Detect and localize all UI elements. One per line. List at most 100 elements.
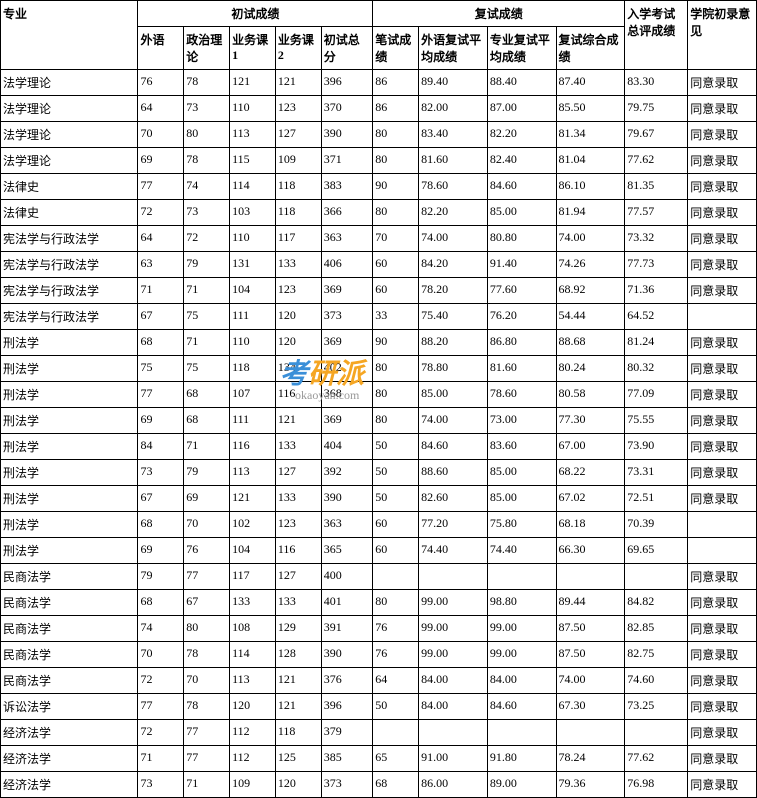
cell-written: 86 bbox=[373, 70, 419, 96]
cell-ptotal: 390 bbox=[321, 122, 373, 148]
table-row: 宪法学与行政法学64721101173637074.0080.8074.0073… bbox=[1, 226, 757, 252]
cell-rm: 84.60 bbox=[487, 174, 556, 200]
cell-politics: 77 bbox=[184, 564, 230, 590]
cell-ptotal: 385 bbox=[321, 746, 373, 772]
cell-op bbox=[688, 304, 757, 330]
cell-c2: 117 bbox=[275, 226, 321, 252]
header-prelim-total: 初试总分 bbox=[321, 27, 373, 70]
cell-written: 60 bbox=[373, 538, 419, 564]
cell-rf: 84.00 bbox=[419, 694, 488, 720]
cell-foreign: 77 bbox=[138, 382, 184, 408]
cell-major: 刑法学 bbox=[1, 512, 138, 538]
cell-c2: 121 bbox=[275, 408, 321, 434]
cell-rc: 77.30 bbox=[556, 408, 625, 434]
cell-c1: 113 bbox=[230, 668, 276, 694]
cell-politics: 69 bbox=[184, 486, 230, 512]
cell-foreign: 73 bbox=[138, 772, 184, 798]
cell-politics: 80 bbox=[184, 616, 230, 642]
cell-op: 同意录取 bbox=[688, 122, 757, 148]
cell-c2: 121 bbox=[275, 694, 321, 720]
cell-op: 同意录取 bbox=[688, 200, 757, 226]
cell-foreign: 76 bbox=[138, 70, 184, 96]
table-row: 刑法学68711101203699088.2086.8088.6881.24同意… bbox=[1, 330, 757, 356]
table-row: 经济法学71771121253856591.0091.8078.2477.62同… bbox=[1, 746, 757, 772]
cell-rm: 75.80 bbox=[487, 512, 556, 538]
cell-ptotal: 402 bbox=[321, 356, 373, 382]
cell-ptotal: 406 bbox=[321, 252, 373, 278]
cell-rf: 83.40 bbox=[419, 122, 488, 148]
cell-foreign: 77 bbox=[138, 694, 184, 720]
header-politics: 政治理论 bbox=[184, 27, 230, 70]
cell-rf: 78.80 bbox=[419, 356, 488, 382]
cell-politics: 77 bbox=[184, 720, 230, 746]
cell-rc: 74.26 bbox=[556, 252, 625, 278]
cell-final: 77.57 bbox=[625, 200, 688, 226]
cell-final: 84.82 bbox=[625, 590, 688, 616]
cell-major: 刑法学 bbox=[1, 408, 138, 434]
cell-c2: 118 bbox=[275, 200, 321, 226]
cell-c1: 121 bbox=[230, 70, 276, 96]
cell-ptotal: 365 bbox=[321, 538, 373, 564]
header-written: 笔试成绩 bbox=[373, 27, 419, 70]
cell-rm: 91.40 bbox=[487, 252, 556, 278]
cell-foreign: 72 bbox=[138, 720, 184, 746]
cell-final: 76.98 bbox=[625, 772, 688, 798]
cell-major: 法学理论 bbox=[1, 70, 138, 96]
cell-op: 同意录取 bbox=[688, 668, 757, 694]
cell-ptotal: 391 bbox=[321, 616, 373, 642]
cell-rc bbox=[556, 720, 625, 746]
cell-rf: 99.00 bbox=[419, 590, 488, 616]
cell-ptotal: 390 bbox=[321, 642, 373, 668]
cell-written: 50 bbox=[373, 694, 419, 720]
cell-final: 83.30 bbox=[625, 70, 688, 96]
cell-politics: 73 bbox=[184, 96, 230, 122]
cell-rm: 85.00 bbox=[487, 486, 556, 512]
cell-foreign: 71 bbox=[138, 746, 184, 772]
table-row: 民商法学7977117127400同意录取 bbox=[1, 564, 757, 590]
cell-op: 同意录取 bbox=[688, 434, 757, 460]
cell-final bbox=[625, 720, 688, 746]
cell-c2: 133 bbox=[275, 590, 321, 616]
cell-final: 69.65 bbox=[625, 538, 688, 564]
table-header: 专业 初试成绩 复试成绩 入学考试总评成绩 学院初录意见 外语 政治理论 业务课… bbox=[1, 1, 757, 70]
cell-major: 诉讼法学 bbox=[1, 694, 138, 720]
cell-ptotal: 363 bbox=[321, 512, 373, 538]
cell-c1: 113 bbox=[230, 460, 276, 486]
cell-c2: 116 bbox=[275, 382, 321, 408]
cell-op: 同意录取 bbox=[688, 96, 757, 122]
cell-rf: 89.40 bbox=[419, 70, 488, 96]
cell-politics: 79 bbox=[184, 460, 230, 486]
table-row: 宪法学与行政法学67751111203733375.4076.2054.4464… bbox=[1, 304, 757, 330]
cell-rc: 87.50 bbox=[556, 616, 625, 642]
cell-rc: 78.24 bbox=[556, 746, 625, 772]
cell-written bbox=[373, 720, 419, 746]
cell-foreign: 84 bbox=[138, 434, 184, 460]
cell-op: 同意录取 bbox=[688, 252, 757, 278]
cell-rf: 91.00 bbox=[419, 746, 488, 772]
cell-final: 74.60 bbox=[625, 668, 688, 694]
table-row: 刑法学69761041163656074.4074.4066.3069.65 bbox=[1, 538, 757, 564]
cell-ptotal: 383 bbox=[321, 174, 373, 200]
cell-op: 同意录取 bbox=[688, 382, 757, 408]
cell-foreign: 64 bbox=[138, 96, 184, 122]
cell-written: 50 bbox=[373, 486, 419, 512]
cell-written: 90 bbox=[373, 174, 419, 200]
cell-ptotal: 404 bbox=[321, 434, 373, 460]
cell-major: 刑法学 bbox=[1, 434, 138, 460]
table-row: 宪法学与行政法学63791311334066084.2091.4074.2677… bbox=[1, 252, 757, 278]
cell-final: 73.31 bbox=[625, 460, 688, 486]
cell-major: 刑法学 bbox=[1, 538, 138, 564]
cell-op bbox=[688, 538, 757, 564]
cell-rf: 82.00 bbox=[419, 96, 488, 122]
cell-c1: 116 bbox=[230, 434, 276, 460]
cell-politics: 71 bbox=[184, 330, 230, 356]
cell-politics: 75 bbox=[184, 356, 230, 382]
cell-c2: 121 bbox=[275, 668, 321, 694]
table-row: 刑法学75751181344028078.8081.6080.2480.32同意… bbox=[1, 356, 757, 382]
cell-foreign: 67 bbox=[138, 304, 184, 330]
cell-op: 同意录取 bbox=[688, 772, 757, 798]
table-row: 刑法学68701021233636077.2075.8068.1870.39 bbox=[1, 512, 757, 538]
cell-politics: 78 bbox=[184, 694, 230, 720]
cell-c2: 120 bbox=[275, 330, 321, 356]
cell-op: 同意录取 bbox=[688, 486, 757, 512]
